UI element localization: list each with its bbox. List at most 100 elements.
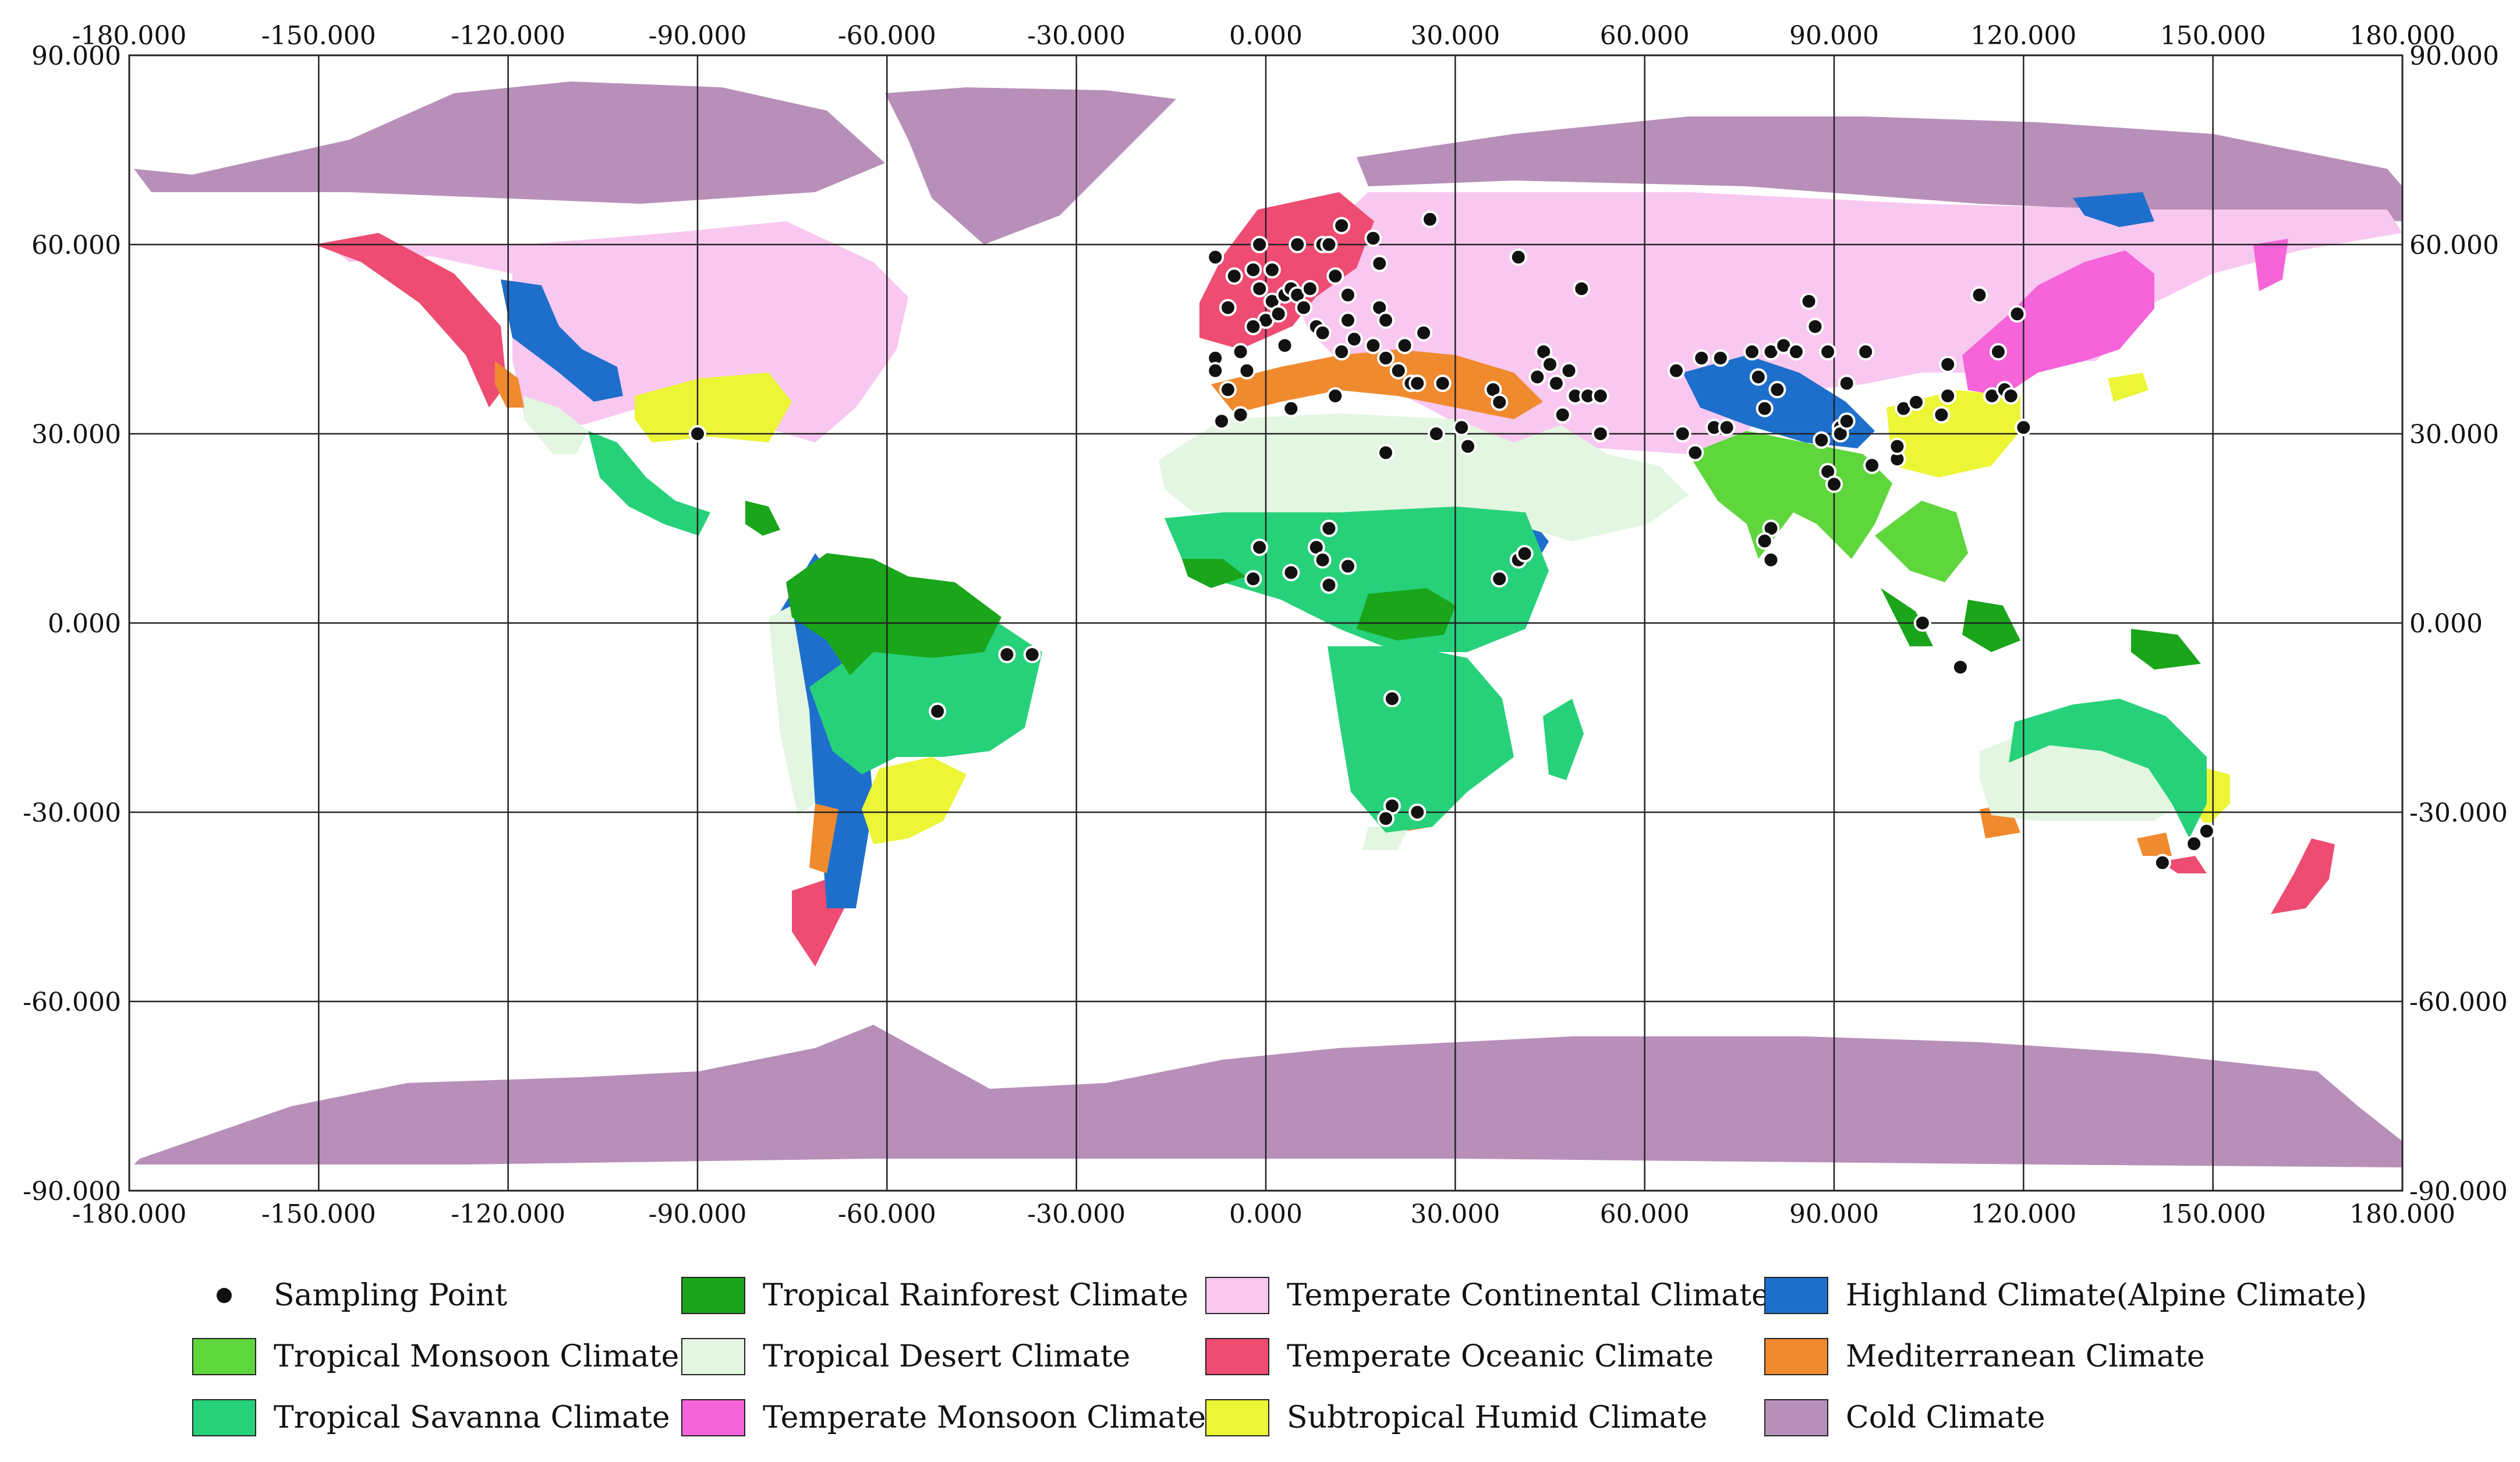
sampling-point <box>1320 576 1338 594</box>
sampling-point <box>1333 343 1351 361</box>
highland-region <box>2073 192 2154 227</box>
mediterranean-region <box>495 361 524 408</box>
sampling-point <box>1320 236 1338 253</box>
x-tick-label-top: 150.000 <box>2160 21 2266 51</box>
sampling-point <box>1800 292 1818 310</box>
legend-label: Tropical Savanna Climate <box>274 1400 670 1435</box>
mediterranean-region <box>2137 833 2172 856</box>
sampling-point <box>1339 557 1357 575</box>
sampling-point <box>1755 399 1774 417</box>
y-tick-label-left: -60.000 <box>23 987 121 1017</box>
sampling-point <box>1231 406 1250 424</box>
sampling-point <box>1282 399 1300 417</box>
sampling-point <box>1364 337 1382 355</box>
map-frame <box>128 54 2404 1192</box>
sampling-point <box>1989 343 2007 361</box>
temperate-oceanic-region <box>2271 838 2335 914</box>
sampling-point <box>1023 646 1041 664</box>
sampling-point <box>1787 343 1805 361</box>
sampling-point <box>1541 355 1559 373</box>
sampling-point <box>1276 337 1294 355</box>
tropical-rainforest-region <box>745 501 780 536</box>
sampling-point <box>1591 425 1609 443</box>
sampling-point <box>1408 374 1427 392</box>
sampling-point <box>1553 406 1572 424</box>
x-tick-label-top: -150.000 <box>261 21 376 51</box>
sampling-point <box>1383 690 1401 707</box>
sampling-point <box>1377 349 1395 367</box>
y-tick-label-right: 30.000 <box>2409 420 2499 449</box>
temperate-oceanic-region <box>2160 856 2207 873</box>
sampling-point <box>1762 551 1780 569</box>
tropical-rainforest-region <box>1182 559 1246 588</box>
y-tick-label-left: -90.000 <box>23 1177 121 1206</box>
sampling-point <box>1838 412 1856 430</box>
temperate-oceanic-region <box>1199 192 1374 349</box>
legend-label: Temperate Continental Climate <box>1287 1278 1769 1313</box>
sampling-point <box>1951 658 1969 676</box>
sampling-point <box>1206 362 1224 380</box>
sampling-point <box>1314 551 1332 569</box>
subtropical-humid-region <box>635 373 792 443</box>
y-tick-label-right: -60.000 <box>2409 987 2508 1017</box>
tropical-desert-region <box>769 606 815 815</box>
tropical-rainforest-region <box>786 553 1001 675</box>
sampling-point <box>1408 803 1427 821</box>
tropical-rainforest-region <box>1962 600 2020 652</box>
sampling-point <box>1345 330 1363 348</box>
x-tick-label-bottom: -60.000 <box>838 1199 936 1229</box>
y-tick-label-right: 90.000 <box>2409 41 2499 71</box>
legend-swatch <box>1205 1399 1269 1436</box>
sampling-point <box>1863 456 1881 475</box>
sampling-point <box>1295 299 1313 317</box>
x-tick-label-bottom: -90.000 <box>649 1199 747 1229</box>
x-tick-label-top: 0.000 <box>1229 21 1303 51</box>
legend-label: Temperate Oceanic Climate <box>1287 1339 1714 1374</box>
temperate-monsoon-region <box>1962 250 2154 396</box>
legend-swatch <box>1764 1338 1828 1375</box>
legend-item-temperate-oceanic: Temperate Oceanic Climate <box>1205 1333 1714 1380</box>
x-tick-label-top: -180.000 <box>72 21 187 51</box>
legend-swatch <box>681 1277 745 1314</box>
legend-item-point: Sampling Point <box>192 1272 507 1319</box>
sampling-point <box>1333 217 1351 235</box>
x-tick-label-top: -120.000 <box>451 21 565 51</box>
legend-label: Cold Climate <box>1846 1400 2045 1435</box>
legend-label: Tropical Desert Climate <box>763 1339 1131 1374</box>
tropical-rainforest-region <box>2131 629 2201 670</box>
y-tick-label-right: 0.000 <box>2409 609 2483 639</box>
sampling-point <box>1231 343 1250 361</box>
sampling-point <box>2008 305 2026 323</box>
y-tick-label-left: 90.000 <box>31 41 121 71</box>
y-tick-label-left: 30.000 <box>31 420 121 449</box>
sampling-point <box>2185 835 2203 853</box>
tropical-rainforest-region <box>1881 588 1933 646</box>
sampling-point <box>929 702 947 720</box>
sampling-point <box>1907 393 1925 411</box>
x-tick-label-bottom: -30.000 <box>1027 1199 1125 1229</box>
sampling-point <box>1755 532 1774 550</box>
sampling-point <box>1768 381 1786 399</box>
sampling-point <box>1251 236 1269 253</box>
tropical-desert-region <box>1362 827 1409 850</box>
sampling-point <box>1339 311 1357 329</box>
temperate-monsoon-region <box>2253 239 2288 291</box>
sampling-point <box>1453 419 1471 437</box>
sampling-point <box>2197 822 2215 840</box>
land-masses <box>134 82 2402 1167</box>
legend: Sampling Point Tropical Rainforest Climat… <box>192 1272 2405 1447</box>
sampling-point <box>1573 279 1591 298</box>
sampling-point <box>998 646 1016 664</box>
mediterranean-region <box>809 803 838 873</box>
sampling-point <box>1206 248 1224 266</box>
sampling-point <box>1547 374 1565 392</box>
sampling-point <box>1813 431 1831 449</box>
sampling-point <box>1857 343 1875 361</box>
sampling-point <box>1939 387 1957 405</box>
y-tick-label-left: 60.000 <box>31 231 121 260</box>
legend-label: Mediterranean Climate <box>1846 1339 2205 1374</box>
sampling-point <box>1219 299 1237 317</box>
sampling-point <box>1888 437 1906 455</box>
sampling-point <box>1528 368 1546 386</box>
